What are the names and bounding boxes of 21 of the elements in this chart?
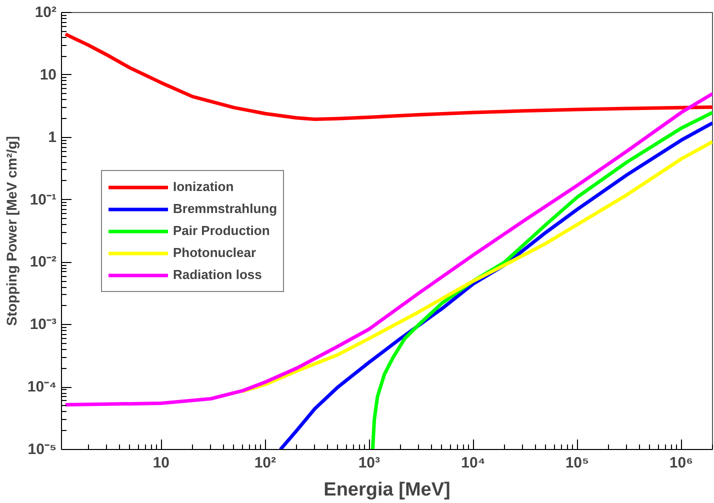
legend-label: Bremmstrahlung	[173, 201, 278, 216]
y-tick-label: 10	[40, 66, 57, 84]
legend-label: Photonuclear	[173, 245, 256, 260]
x-tick-label: 10³	[358, 454, 380, 472]
y-tick-label: 10⁻⁴	[27, 378, 57, 396]
y-tick-label: 10⁻¹	[30, 191, 57, 208]
x-tick-label: 10	[152, 454, 170, 472]
x-tick-label: 10⁵	[565, 454, 590, 472]
y-axis-title: Stopping Power [MeV cm²/g]	[3, 136, 20, 326]
legend-label: Radiation loss	[173, 267, 262, 282]
y-tick-label: 10⁻²	[30, 254, 57, 271]
y-tick-label: 10⁻³	[30, 316, 57, 334]
legend-label: Pair Production	[173, 223, 270, 238]
legend-label: Ionization	[173, 179, 234, 194]
x-tick-label: 10⁴	[461, 454, 486, 472]
x-axis-title: Energia [MeV]	[324, 480, 450, 500]
y-tick-label: 1	[48, 128, 56, 146]
x-tick-label: 10⁶	[669, 454, 693, 472]
x-tick-label: 10²	[254, 454, 276, 472]
y-tick-label: 10²	[34, 4, 57, 21]
y-tick-label: 10⁻⁵	[28, 441, 57, 458]
